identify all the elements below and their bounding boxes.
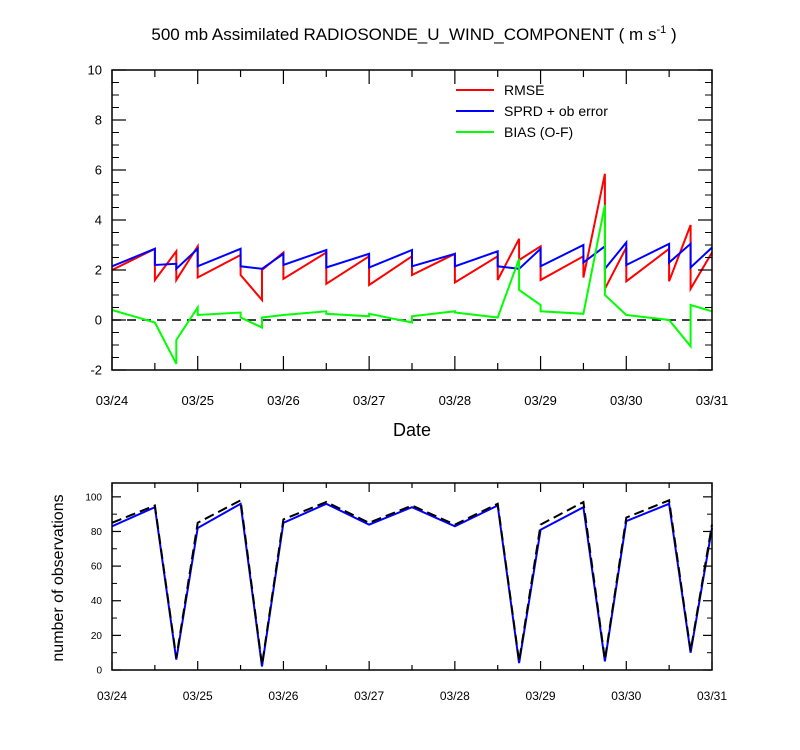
top-x-tick-label: 03/25: [181, 393, 214, 408]
top-plot-frame: [111, 69, 713, 371]
top-x-tick-label: 03/28: [439, 393, 472, 408]
legend-label-2: BIAS (O-F): [504, 124, 573, 140]
top-chart-panel: -2 0 2 4 6 8 10 03/24 03/25 03/26 03/27 03/28 03/29 0…: [88, 63, 729, 440]
bottom-x-tick-label: 03/30: [611, 689, 641, 703]
bottom-plot-frame: [111, 482, 713, 671]
bottom-x-tick-label: 03/29: [526, 689, 556, 703]
top-y-tick-label: 8: [95, 113, 102, 128]
bottom-y-axis-label: number of observations: [50, 494, 67, 661]
top-series-line-2: [111, 204, 713, 365]
bottom-chart-panel: 0 20 40 60 80 100 03/24 03/25 03/26 03/27 03/28 03/…: [50, 482, 727, 703]
top-x-tick-label: 03/27: [353, 393, 386, 408]
chart-title-close: ): [666, 25, 676, 44]
top-x-tick-label: 03/26: [267, 393, 300, 408]
top-x-tick-label: 03/31: [696, 393, 729, 408]
bottom-x-tick-label: 03/25: [183, 689, 213, 703]
bottom-x-tick-label: 03/31: [697, 689, 727, 703]
bottom-series-lines: [111, 498, 713, 667]
top-y-tick-label: -2: [90, 363, 102, 378]
top-x-tick-label: 03/30: [610, 393, 643, 408]
bottom-y-tick-label: 60: [91, 562, 103, 573]
bottom-x-tick-label: 03/28: [440, 689, 470, 703]
top-y-tick-label: 10: [88, 63, 102, 78]
bottom-x-tick-label: 03/27: [354, 689, 384, 703]
bottom-y-tick-label: 100: [85, 492, 102, 503]
bottom-y-tick-label: 0: [96, 666, 102, 677]
top-x-tick-label: 03/29: [524, 393, 557, 408]
top-y-tick-label: 4: [95, 213, 102, 228]
top-series-line-1: [111, 239, 713, 272]
bottom-y-tick-label: 80: [91, 527, 103, 538]
bottom-series-line-1: [111, 498, 713, 665]
chart-title-text: 500 mb Assimilated RADIOSONDE_U_WIND_COM…: [151, 25, 656, 44]
top-axes: -2 0 2 4 6 8 10 03/24 03/25 03/26 03/27 03/28 03/29 0…: [88, 63, 729, 408]
legend-label-0: RMSE: [504, 82, 544, 98]
top-x-tick-label: 03/24: [96, 393, 129, 408]
legend-label-1: SPRD + ob error: [504, 103, 608, 119]
top-y-tick-label: 6: [95, 163, 102, 178]
top-x-axis-label: Date: [393, 420, 431, 440]
top-y-tick-label: 0: [95, 313, 102, 328]
top-series-line-0: [111, 173, 713, 303]
bottom-x-tick-label: 03/26: [268, 689, 298, 703]
top-legend: RMSE SPRD + ob error BIAS (O-F): [456, 82, 608, 140]
bottom-y-tick-label: 20: [91, 631, 103, 642]
top-y-tick-label: 2: [95, 263, 102, 278]
bottom-y-tick-label: 40: [91, 596, 103, 607]
top-series-lines: [111, 173, 713, 365]
chart-title: 500 mb Assimilated RADIOSONDE_U_WIND_COM…: [151, 24, 676, 44]
chart-title-exponent: -1: [656, 24, 666, 36]
bottom-x-tick-label: 03/24: [97, 689, 127, 703]
